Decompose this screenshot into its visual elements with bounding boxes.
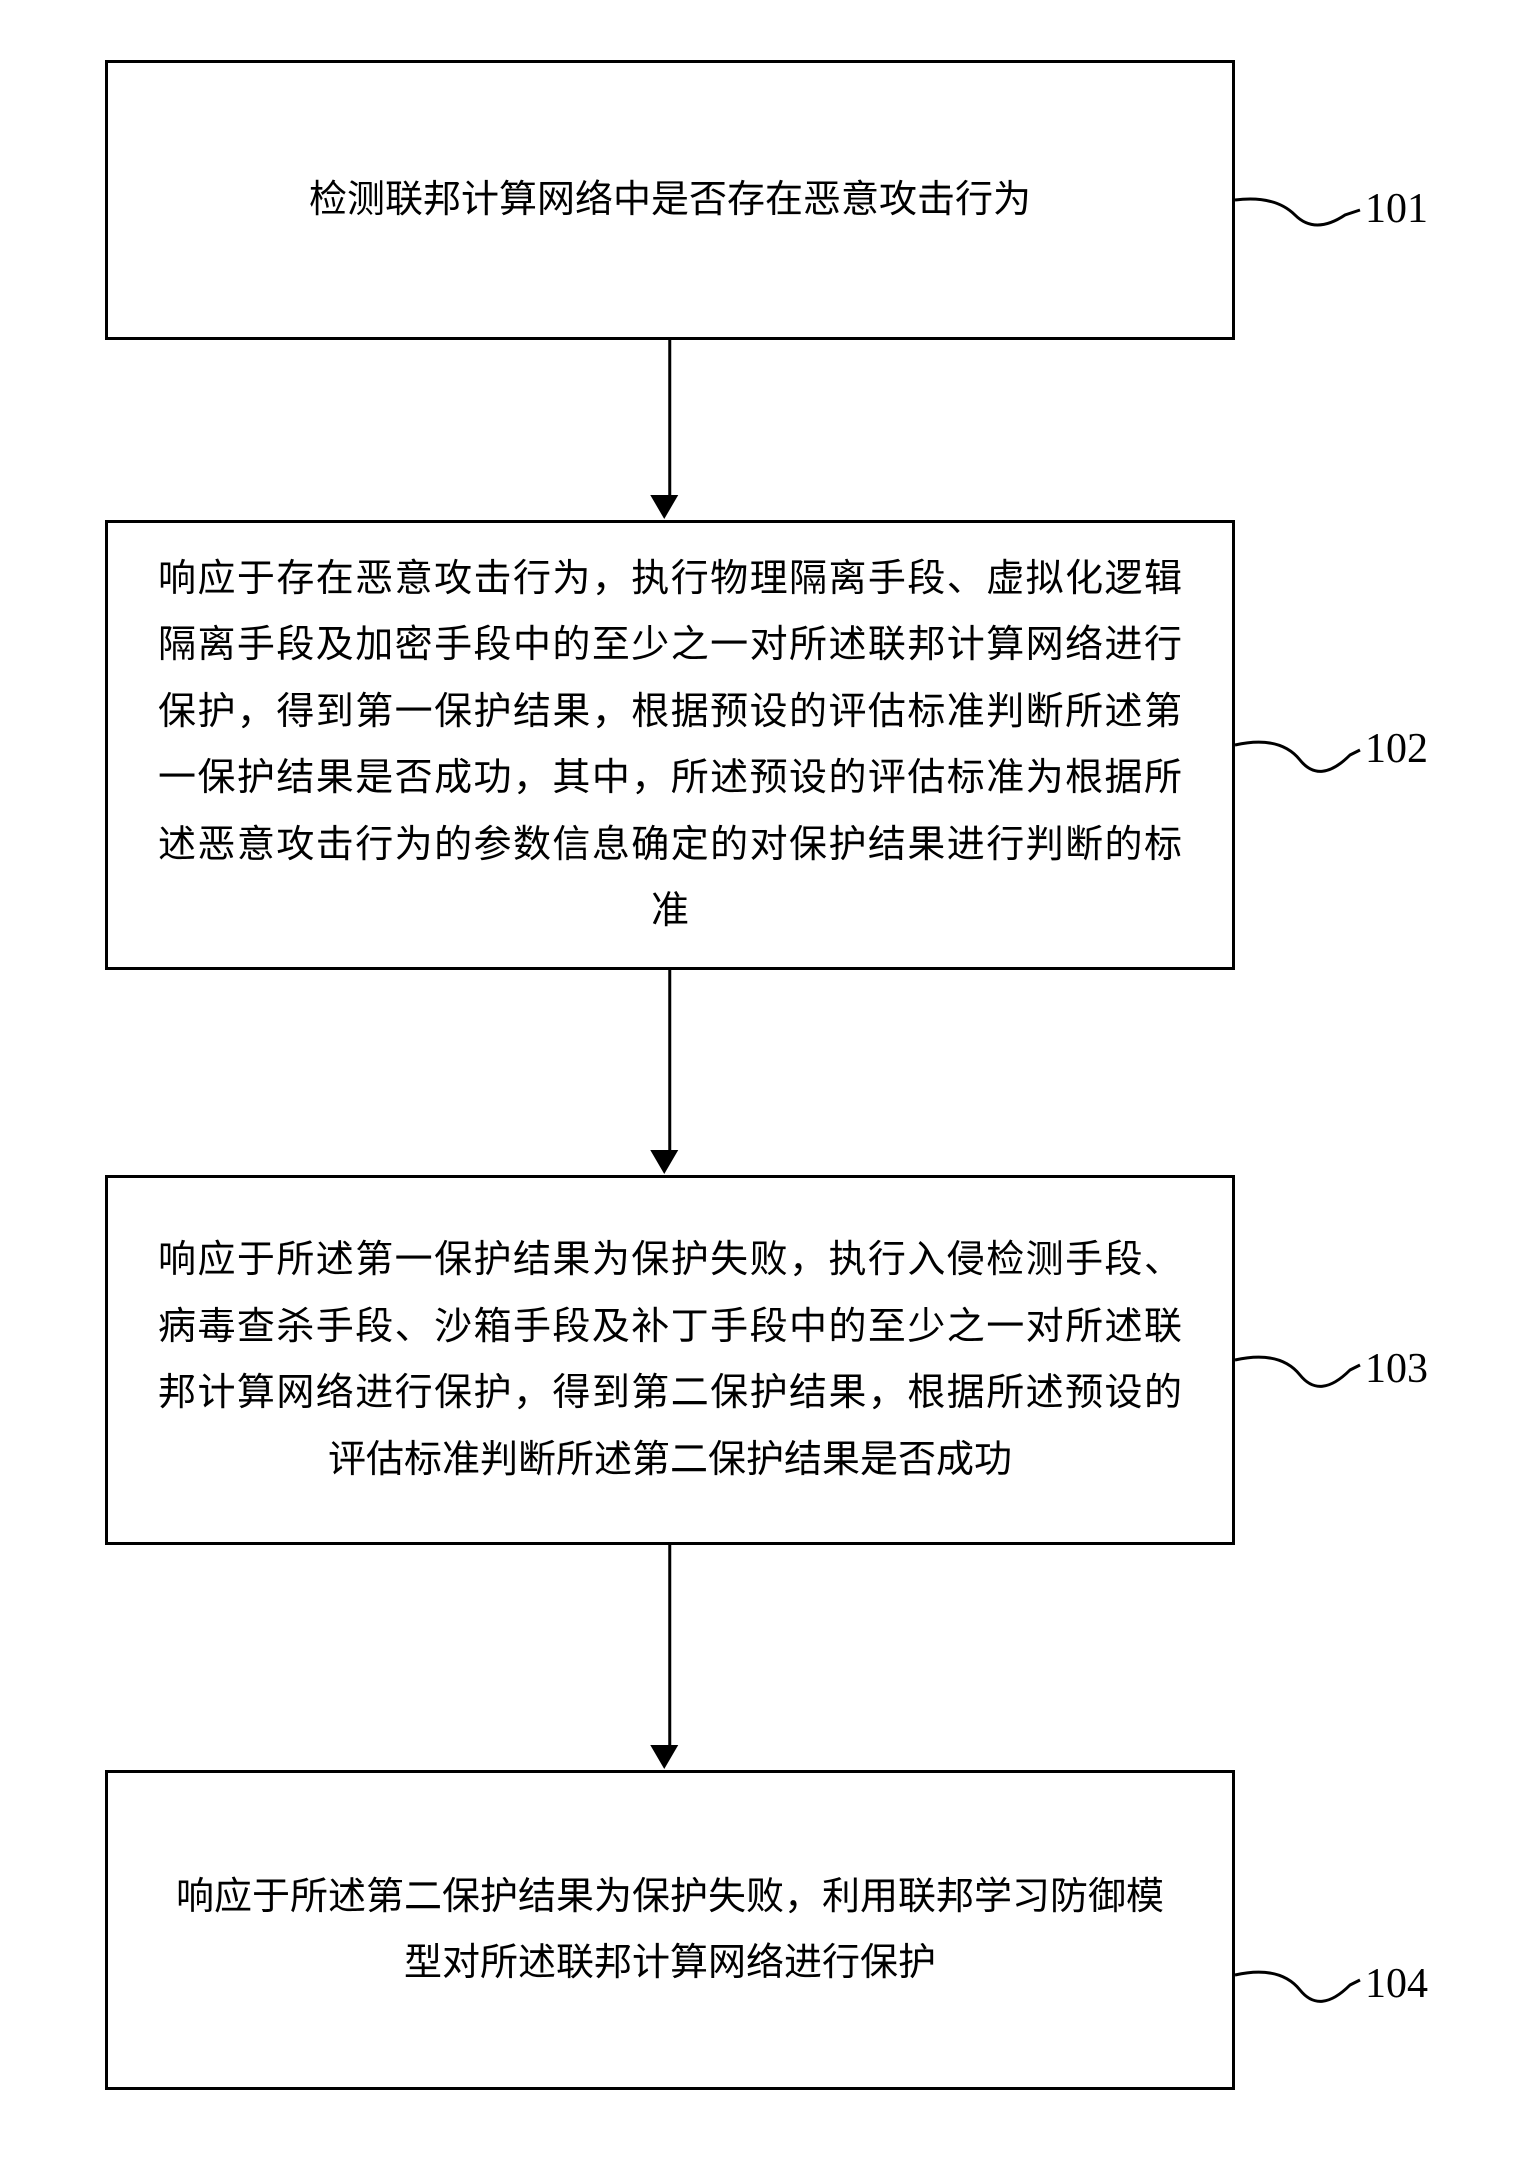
flowchart-container: 检测联邦计算网络中是否存在恶意攻击行为 101 响应于存在恶意攻击行为，执行物理… — [0, 0, 1522, 2162]
arrow-2-3 — [662, 970, 678, 1174]
node-4-label: 104 — [1365, 1960, 1428, 2008]
flowchart-node-4: 响应于所述第二保护结果为保护失败，利用联邦学习防御模型对所述联邦计算网络进行保护 — [105, 1770, 1235, 2090]
flowchart-node-3: 响应于所述第一保护结果为保护失败，执行入侵检测手段、病毒查杀手段、沙箱手段及补丁… — [105, 1175, 1235, 1545]
node-1-text: 检测联邦计算网络中是否存在恶意攻击行为 — [158, 167, 1182, 234]
node-4-text: 响应于所述第二保护结果为保护失败，利用联邦学习防御模型对所述联邦计算网络进行保护 — [158, 1864, 1182, 1997]
flowchart-node-2: 响应于存在恶意攻击行为，执行物理隔离手段、虚拟化逻辑隔离手段及加密手段中的至少之… — [105, 520, 1235, 970]
node-3-text: 响应于所述第一保护结果为保护失败，执行入侵检测手段、病毒查杀手段、沙箱手段及补丁… — [158, 1227, 1182, 1493]
node-3-label: 103 — [1365, 1345, 1428, 1393]
arrow-1-2 — [662, 340, 678, 519]
arrow-3-4 — [662, 1545, 678, 1769]
node-2-text: 响应于存在恶意攻击行为，执行物理隔离手段、虚拟化逻辑隔离手段及加密手段中的至少之… — [158, 546, 1182, 945]
node-1-label: 101 — [1365, 185, 1428, 233]
node-2-label: 102 — [1365, 725, 1428, 773]
flowchart-node-1: 检测联邦计算网络中是否存在恶意攻击行为 — [105, 60, 1235, 340]
